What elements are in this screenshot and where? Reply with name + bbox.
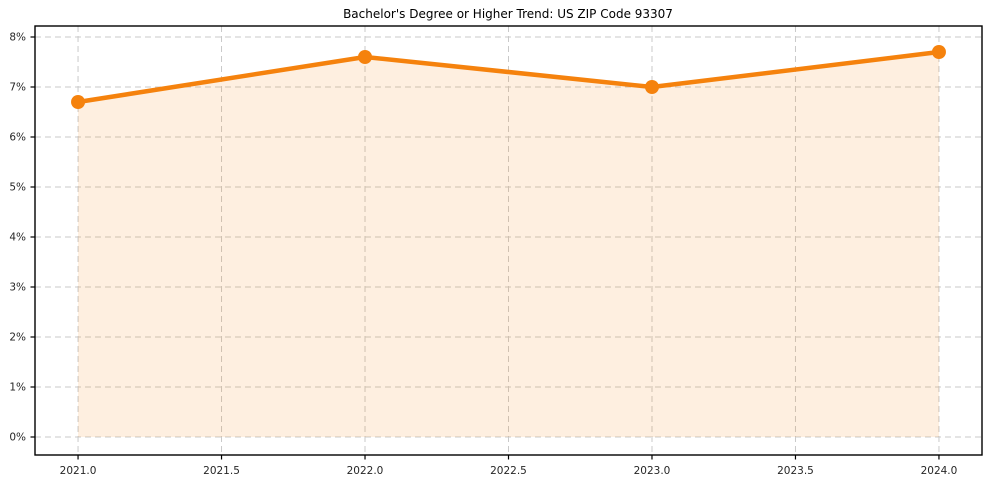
x-axis-tick-label: 2022.5 xyxy=(490,465,527,477)
y-axis-tick-label: 1% xyxy=(9,382,26,394)
x-axis-tick-label: 2023.0 xyxy=(634,465,671,477)
data-point-marker xyxy=(358,50,373,64)
y-axis-tick-label: 6% xyxy=(9,132,26,144)
chart-title: Bachelor's Degree or Higher Trend: US ZI… xyxy=(343,7,673,21)
y-axis-tick-label: 2% xyxy=(9,332,26,344)
y-axis-tick-label: 4% xyxy=(9,232,26,244)
area-fill xyxy=(78,52,939,437)
x-axis-tick-label: 2021.5 xyxy=(203,465,240,477)
x-axis-tick-label: 2024.0 xyxy=(921,465,958,477)
trend-line xyxy=(75,49,942,105)
data-point-marker xyxy=(71,95,86,109)
plot-area: 2021.0 2021.5 2022.0 2022.5 2023.0 2023.5 2024… xyxy=(9,25,983,477)
data-point-marker xyxy=(644,80,659,94)
y-axis-tick-label: 8% xyxy=(9,32,26,44)
y-axis-tick-label: 5% xyxy=(9,182,26,194)
x-axis-tick-label: 2021.0 xyxy=(60,465,97,477)
plot-border xyxy=(34,25,983,456)
y-axis-tick-label: 0% xyxy=(9,432,26,444)
x-axis-tick-label: 2022.0 xyxy=(347,465,384,477)
x-axis-tick-label: 2023.5 xyxy=(777,465,814,477)
data-point-marker xyxy=(931,45,946,59)
y-axis-tick-label: 7% xyxy=(9,82,26,94)
y-axis-tick-label: 3% xyxy=(9,282,26,294)
